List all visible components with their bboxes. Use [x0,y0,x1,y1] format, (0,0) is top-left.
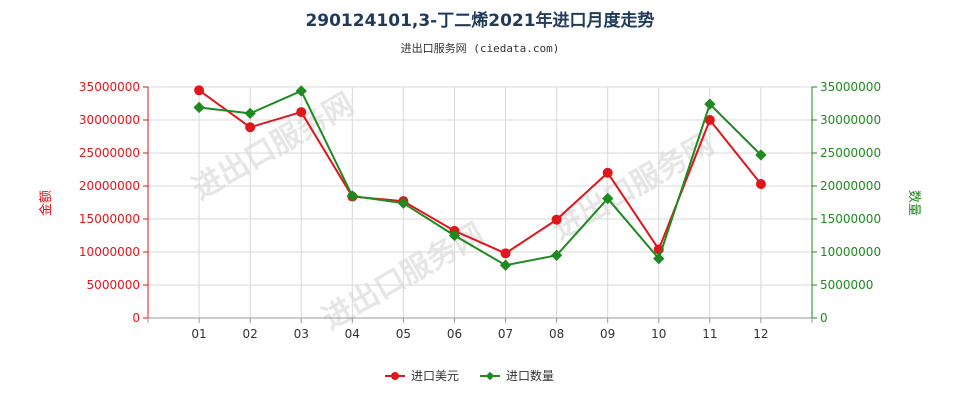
data-point-quantity [755,149,767,161]
data-point-usd [296,107,307,118]
series-line [198,89,762,267]
x-tick-label: 01 [191,327,206,341]
x-tick-label: 08 [549,327,564,341]
data-point-quantity [397,197,410,209]
data-point-quantity [499,259,512,271]
data-point-quantity [244,107,256,120]
left-tick-label: 25000000 [79,146,140,160]
left-tick-label: 30000000 [79,113,140,127]
data-point-usd [602,167,613,178]
legend-marker [485,371,495,381]
legend-item: 进口美元 [385,369,459,383]
left-tick-label: 0 [132,311,140,325]
right-tick-label: 10000000 [820,245,881,259]
left-tick-label: 5000000 [87,278,140,292]
data-point-usd [500,248,511,259]
data-point-usd [704,115,715,125]
left-axis-label: 金额 [38,190,54,216]
legend-item: 进口数量 [480,368,554,383]
right-tick-label: 35000000 [820,80,881,94]
x-tick-label: 05 [396,327,411,341]
right-axis-label: 数量 [906,190,921,216]
right-tick-label: 30000000 [820,113,881,127]
data-point-quantity [653,252,665,265]
data-point-quantity [550,249,563,261]
left-axis-ticks: 0 5000000 10000000 15000000 20000000 25000000… [79,80,148,325]
right-tick-label: 25000000 [820,146,881,160]
chart-title: 290124101,3-丁二烯2021年进口月度走势 [305,10,654,31]
legend-marker [391,372,399,380]
left-tick-label: 15000000 [79,212,140,226]
legend-label: 进口数量 [506,368,554,383]
right-tick-label: 15000000 [820,212,881,226]
data-point-quantity [448,229,461,242]
x-tick-label: 12 [753,327,768,341]
x-tick-label: 07 [498,327,513,341]
x-tick-label: 09 [600,327,615,341]
data-point-usd [245,122,256,133]
watermark-text: 进出口服务网 [187,87,360,207]
axes [147,87,813,319]
x-tick-label: 11 [702,327,717,341]
x-tick-label: 04 [345,327,360,341]
right-tick-label: 20000000 [820,179,881,193]
x-tick-label: 06 [447,327,462,341]
left-tick-label: 35000000 [79,80,140,94]
grid-lines [147,86,813,319]
x-axis-ticks: 01 02 03 04 05 06 07 08 09 10 11 12 [147,318,813,341]
right-tick-label: 0 [820,311,828,325]
data-point-usd [194,85,205,96]
x-tick-label: 10 [651,327,666,341]
right-axis-ticks: 0 5000000 10000000 15000000 20000000 25000000… [812,80,881,325]
right-tick-label: 5000000 [820,278,873,292]
legend-label: 进口美元 [411,369,459,383]
legend: 进口美元 进口数量 [385,368,554,383]
chart-subtitle: 进出口服务网 (ciedata.com) [401,41,560,55]
data-point-quantity [193,101,205,114]
x-tick-label: 02 [243,327,258,341]
left-tick-label: 10000000 [79,245,140,259]
data-point-quantity [602,192,614,205]
data-point-quantity [346,190,358,202]
left-tick-label: 20000000 [79,179,140,193]
data-point-usd [551,214,562,225]
series-line [198,89,762,255]
x-tick-label: 03 [294,327,309,341]
data-point-usd [755,179,766,190]
